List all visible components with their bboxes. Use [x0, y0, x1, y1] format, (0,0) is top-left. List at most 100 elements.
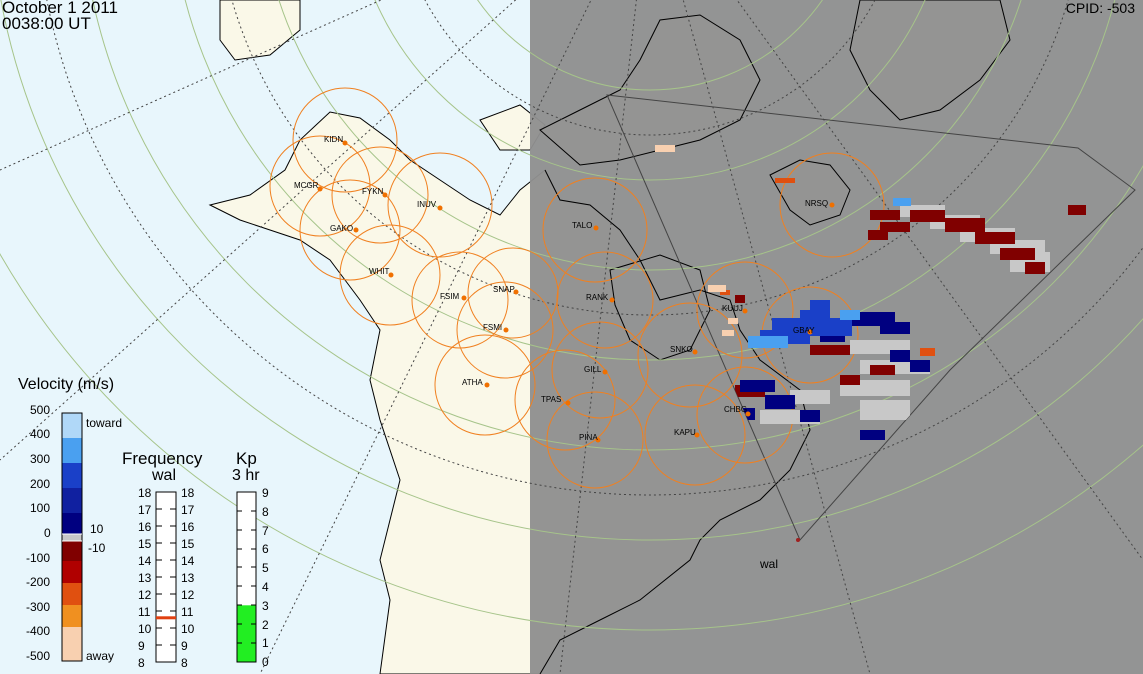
svg-text:MCGR: MCGR	[294, 181, 319, 190]
svg-text:SNAP: SNAP	[493, 285, 515, 294]
away-cells-light	[655, 145, 738, 336]
station-pina: PINA	[579, 433, 601, 443]
fov-rings	[269, 87, 885, 489]
vel-tick: -500	[26, 649, 51, 663]
frequency-tick: 17	[181, 503, 195, 517]
svg-text:INUV: INUV	[417, 200, 437, 209]
station-snko: SNKO	[670, 345, 698, 355]
svg-text:WHIT: WHIT	[369, 267, 390, 276]
frequency-scale-bar	[155, 491, 177, 663]
frequency-tick: 13	[181, 571, 195, 585]
away-label: away	[86, 649, 115, 663]
radar-site-wal: wal	[759, 538, 800, 571]
frequency-tick: 16	[181, 520, 195, 534]
kp-tick: 9	[262, 486, 269, 500]
station-kapu: KAPU	[674, 428, 700, 438]
velocity-title: Velocity (m/s)	[18, 376, 115, 393]
velocity-colorbar	[61, 412, 83, 662]
station-kidn: KIDN	[324, 135, 348, 146]
kp-period: 3 hr	[232, 467, 260, 484]
gs-upper-label: 10	[90, 522, 104, 536]
svg-text:RANK: RANK	[586, 293, 609, 302]
station-whit: WHIT	[369, 267, 394, 278]
svg-text:GAKO: GAKO	[330, 224, 353, 233]
frequency-tick: 8	[138, 656, 145, 670]
kp-scale-bar	[236, 491, 257, 663]
svg-text:GBAY: GBAY	[793, 326, 815, 335]
frequency-radar: wal	[152, 467, 177, 484]
frequency-tick: 18	[181, 486, 195, 500]
svg-text:FSIM: FSIM	[440, 292, 459, 301]
vel-tick: 300	[30, 452, 51, 466]
svg-text:ATHA: ATHA	[462, 378, 483, 387]
vel-tick: -300	[26, 600, 51, 614]
svg-text:NRSQ: NRSQ	[805, 199, 828, 208]
toward-label: toward	[86, 416, 123, 430]
svg-text:KIDN: KIDN	[324, 135, 343, 144]
vel-tick: 200	[30, 477, 51, 491]
frequency-tick: 17	[138, 503, 152, 517]
station-fykn: FYKN	[362, 187, 388, 198]
kp-tick: 4	[262, 580, 269, 594]
svg-text:KAPU: KAPU	[674, 428, 696, 437]
vel-tick: 100	[30, 501, 51, 515]
frequency-tick: 12	[138, 588, 152, 602]
svg-text:SNKO: SNKO	[670, 345, 693, 354]
station-mcgr: MCGR	[294, 181, 323, 192]
station-gbay: GBAY	[793, 326, 815, 335]
svg-text:CHBG: CHBG	[724, 405, 747, 414]
kp-level-fill	[237, 605, 256, 662]
frequency-tick: 13	[138, 571, 152, 585]
kp-tick: 2	[262, 617, 269, 632]
station-nrsq: NRSQ	[805, 199, 835, 208]
frequency-tick: 18	[138, 486, 152, 500]
station-fsim: FSIM	[440, 292, 467, 301]
kp-tick: 7	[262, 523, 269, 538]
station-gill: GILL	[584, 365, 608, 375]
kp-tick: 5	[262, 561, 269, 576]
frequency-tick: 14	[181, 554, 195, 568]
frequency-tick: 8	[181, 656, 188, 670]
station-kuuj: KUUJ	[722, 304, 748, 314]
frequency-tick: 11	[181, 605, 194, 619]
station-atha: ATHA	[462, 378, 490, 388]
kp-tick: 3	[262, 598, 269, 613]
frequency-tick: 14	[138, 554, 152, 568]
frequency-tick: 12	[181, 588, 195, 602]
station-rank: RANK	[586, 293, 615, 303]
vel-tick: -400	[26, 624, 51, 638]
vel-tick: 0	[44, 526, 51, 540]
station-chbg: CHBG	[724, 405, 751, 417]
kp-title: Kp	[236, 449, 257, 468]
vel-tick: 400	[30, 427, 51, 441]
velocity-vectors	[655, 145, 1086, 440]
station-tpas: TPAS	[541, 395, 571, 406]
frequency-tick: 15	[181, 537, 195, 551]
frequency-title: Frequency	[122, 449, 203, 468]
stations: KIDN MCGR FYKN INUV GAKO WHIT FSIM SNAP …	[294, 135, 835, 443]
station-gako: GAKO	[330, 224, 359, 233]
away-cells-orange	[720, 178, 935, 356]
away-cells	[735, 205, 1086, 397]
toward-cells-light	[748, 198, 911, 348]
svg-text:wal: wal	[759, 557, 778, 571]
wal-fov-outline	[606, 94, 1136, 541]
vel-tick: -100	[26, 551, 51, 565]
kp-tick: 0	[262, 655, 269, 670]
vel-tick: -200	[26, 575, 51, 589]
frequency-tick: 9	[138, 639, 145, 653]
kp-tick: 8	[262, 504, 269, 519]
frequency-tick: 10	[181, 622, 195, 636]
svg-text:GILL: GILL	[584, 365, 602, 374]
svg-text:TPAS: TPAS	[541, 395, 561, 404]
frequency-tick: 16	[138, 520, 152, 534]
svg-text:FYKN: FYKN	[362, 187, 384, 196]
svg-text:KUUJ: KUUJ	[722, 304, 743, 313]
kp-tick: 6	[262, 542, 269, 557]
station-inuv: INUV	[417, 200, 443, 211]
frequency-tick: 11	[138, 605, 151, 619]
map-time: 0038:00 UT	[2, 14, 91, 33]
frequency-tick: 15	[138, 537, 152, 551]
